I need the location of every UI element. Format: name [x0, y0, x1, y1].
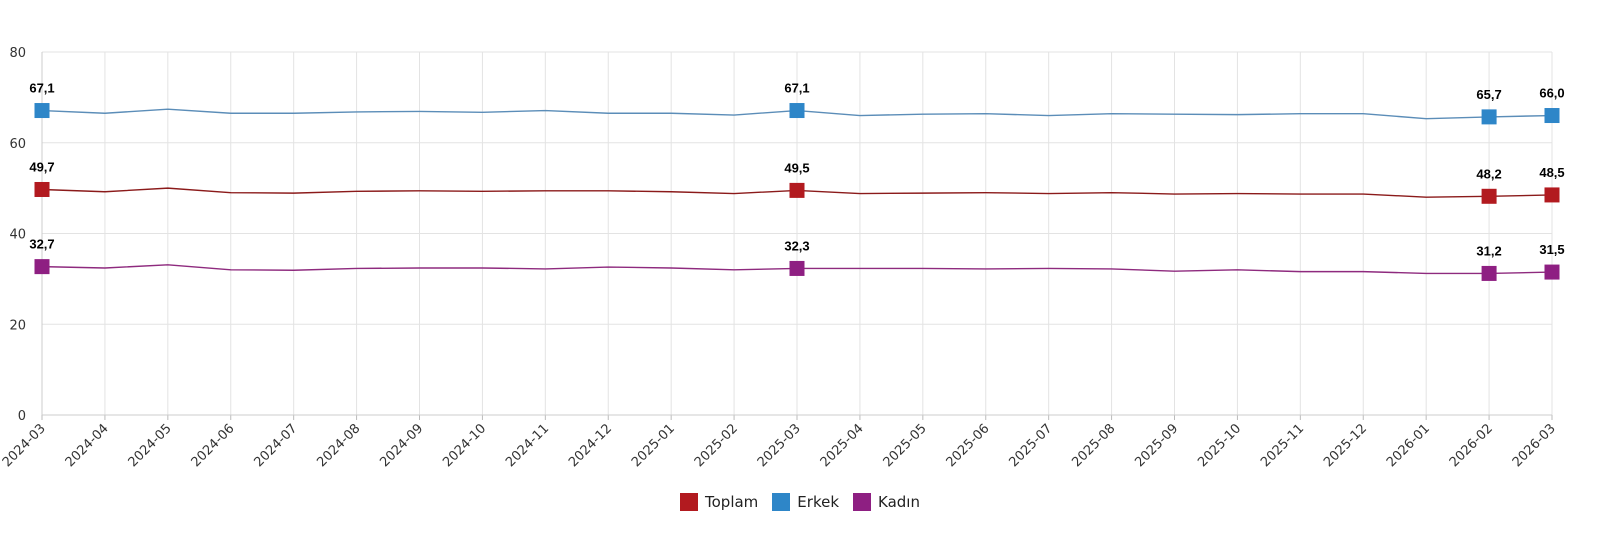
x-tick-label: 2025-06	[944, 421, 993, 470]
legend-label-toplam: Toplam	[705, 493, 759, 511]
y-tick-label: 0	[18, 409, 26, 424]
x-tick-label: 2025-03	[755, 421, 804, 470]
legend-swatch-toplam	[680, 493, 698, 511]
data-label: 48,2	[1476, 166, 1501, 181]
data-label: 31,5	[1539, 242, 1564, 257]
data-label: 65,7	[1476, 87, 1501, 102]
x-tick-label: 2024-06	[189, 421, 238, 470]
series-group: 49,7 49,5 48,2 48,5 67,1 67,1 65,7 66,0 32,7 32,3…	[29, 81, 1565, 281]
x-tick-label: 2024-03	[0, 421, 49, 470]
data-point-marker	[34, 181, 50, 197]
data-label: 49,5	[784, 160, 809, 175]
y-tick-label: 20	[9, 318, 26, 333]
x-tick-label: 2025-01	[629, 421, 678, 470]
x-tick-label: 2025-05	[881, 421, 930, 470]
data-point-marker	[1544, 264, 1560, 280]
legend: Toplam Erkek Kadın	[0, 493, 1600, 511]
y-tick-label: 40	[9, 228, 26, 243]
data-point-marker	[1544, 187, 1560, 203]
data-label: 31,2	[1476, 243, 1501, 258]
legend-item-erkek[interactable]: Erkek	[772, 493, 839, 511]
legend-item-kadin[interactable]: Kadın	[853, 493, 920, 511]
data-point-marker	[789, 182, 805, 198]
data-label: 32,3	[784, 238, 809, 253]
x-tick-label: 2024-12	[566, 421, 615, 470]
x-tick-label: 2025-09	[1132, 421, 1181, 470]
data-point-marker	[789, 103, 805, 119]
x-tick-label: 2025-11	[1258, 421, 1307, 470]
data-point-marker	[1481, 109, 1497, 125]
x-tick-label: 2025-10	[1195, 421, 1244, 470]
legend-label-erkek: Erkek	[797, 493, 840, 511]
y-tick-label: 80	[9, 46, 26, 61]
y-tick-label: 60	[9, 137, 26, 152]
data-label: 67,1	[784, 81, 809, 96]
legend-swatch-erkek	[772, 493, 791, 511]
x-tick-label: 2024-04	[63, 421, 112, 470]
x-tick-label: 2026-03	[1510, 421, 1559, 470]
data-point-marker	[1544, 108, 1560, 124]
data-point-marker	[34, 103, 50, 119]
data-point-marker	[1481, 188, 1497, 204]
legend-item-toplam[interactable]: Toplam	[680, 493, 758, 511]
x-tick-label: 2024-07	[251, 421, 300, 470]
data-point-marker	[34, 259, 50, 275]
x-tick-label: 2026-01	[1384, 421, 1433, 470]
x-tick-label: 2025-04	[818, 421, 867, 470]
data-label: 67,1	[29, 81, 54, 96]
data-point-marker	[789, 260, 805, 276]
data-point-marker	[1481, 265, 1497, 281]
x-tick-label: 2024-05	[126, 421, 175, 470]
data-label: 66,0	[1539, 86, 1564, 101]
data-label: 49,7	[29, 159, 54, 174]
x-tick-label: 2024-08	[314, 421, 363, 470]
data-label: 48,5	[1539, 165, 1564, 180]
axes: 0 20 40 60 80 2024-03 2024-04 2024-05 2024-06 202…	[0, 46, 1559, 470]
x-tick-label: 2024-09	[377, 421, 426, 470]
x-tick-label: 2025-12	[1321, 421, 1370, 470]
x-tick-label: 2025-02	[692, 421, 741, 470]
legend-label-kadin: Kadın	[878, 493, 920, 511]
x-tick-label: 2025-07	[1006, 421, 1055, 470]
legend-swatch-kadin	[853, 493, 872, 511]
x-tick-label: 2025-08	[1069, 421, 1118, 470]
x-tick-label: 2024-11	[503, 421, 552, 470]
x-tick-label: 2024-10	[440, 421, 489, 470]
x-tick-label: 2026-02	[1447, 421, 1496, 470]
data-label: 32,7	[29, 237, 54, 252]
